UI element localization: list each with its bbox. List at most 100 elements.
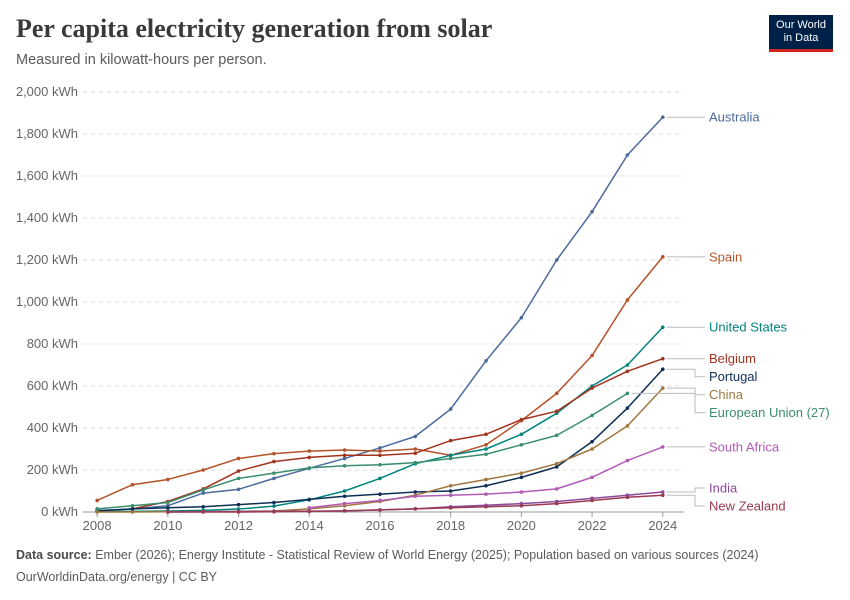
- data-point: [554, 391, 559, 396]
- data-point: [554, 465, 559, 469]
- data-point: [625, 369, 630, 374]
- data-point: [413, 507, 418, 511]
- data-point: [378, 446, 382, 450]
- data-point: [236, 502, 241, 507]
- y-tick-label: 1,800 kWh: [16, 126, 78, 141]
- url-license-link[interactable]: OurWorldinData.org/energy | CC BY: [16, 570, 218, 584]
- label-connector: [666, 494, 705, 507]
- series-label: China: [709, 387, 744, 402]
- data-point: [554, 501, 559, 506]
- data-point: [590, 475, 594, 480]
- data-point: [625, 495, 630, 500]
- series-label: Spain: [709, 249, 742, 264]
- data-point: [272, 471, 276, 475]
- data-point: [590, 386, 594, 390]
- data-point: [201, 510, 205, 514]
- data-point: [590, 209, 594, 214]
- data-point: [272, 509, 276, 514]
- series-label: Belgium: [709, 351, 756, 366]
- series-line: [97, 326, 664, 513]
- data-point: [95, 498, 99, 503]
- data-point: [484, 492, 488, 496]
- logo-line-2: in Data: [783, 32, 819, 44]
- data-point: [554, 487, 559, 491]
- data-point: [554, 409, 559, 414]
- chart-title: Per capita electricity generation from s…: [16, 14, 493, 43]
- data-source-note: Data source: Ember (2026); Energy Instit…: [16, 548, 759, 562]
- data-point: [307, 449, 312, 453]
- data-point: [660, 386, 665, 390]
- data-point: [307, 455, 312, 460]
- data-point: [519, 417, 524, 422]
- data-point: [413, 447, 418, 451]
- data-point: [342, 448, 347, 452]
- data-point: [236, 510, 241, 514]
- data-point: [236, 456, 241, 461]
- data-point: [413, 434, 418, 439]
- y-tick-label: 1,600 kWh: [16, 168, 78, 183]
- data-point: [130, 510, 135, 514]
- x-tick-label: 2016: [366, 518, 395, 533]
- series-line: [132, 357, 664, 510]
- x-tick-label: 2008: [83, 518, 112, 533]
- data-point: [413, 451, 418, 456]
- label-connector: [666, 387, 705, 396]
- data-point: [590, 447, 594, 451]
- series-line: [97, 368, 664, 512]
- x-tick-label: 2022: [578, 518, 607, 533]
- label-connector: [666, 487, 705, 493]
- series-label: South Africa: [709, 439, 780, 454]
- data-point: [484, 432, 488, 437]
- data-point: [307, 509, 312, 514]
- series-label: Australia: [709, 110, 760, 125]
- data-point: [130, 507, 135, 511]
- data-point: [554, 433, 559, 438]
- y-tick-label: 1,000 kWh: [16, 294, 78, 309]
- data-point: [660, 356, 665, 361]
- data-point: [378, 508, 382, 512]
- series-line: [97, 392, 628, 510]
- data-point: [166, 506, 170, 510]
- series-label: European Union (27): [709, 405, 830, 420]
- data-point: [519, 503, 524, 508]
- data-point: [307, 506, 312, 510]
- data-point: [307, 497, 312, 502]
- data-point: [484, 359, 488, 363]
- data-point: [236, 487, 241, 492]
- data-point: [625, 363, 630, 367]
- data-point: [272, 504, 276, 508]
- data-point: [342, 464, 347, 468]
- data-point: [660, 325, 665, 330]
- data-point: [519, 432, 524, 437]
- chart-subtitle: Measured in kilowatt-hours per person.: [16, 52, 267, 68]
- data-point: [625, 153, 630, 157]
- data-point: [519, 475, 524, 480]
- data-point: [519, 471, 524, 475]
- y-tick-label: 200 kWh: [27, 462, 78, 477]
- x-tick-label: 2024: [648, 518, 677, 533]
- data-point: [236, 476, 241, 481]
- data-point: [272, 459, 276, 464]
- x-tick-label: 2018: [436, 518, 465, 533]
- data-point: [448, 438, 453, 443]
- label-connector: [631, 392, 705, 414]
- data-point: [378, 449, 382, 453]
- data-point: [660, 493, 665, 498]
- data-point: [484, 443, 488, 447]
- x-tick-label: 2020: [507, 518, 536, 533]
- data-point: [625, 424, 630, 428]
- data-point: [484, 447, 488, 451]
- data-point: [272, 500, 276, 505]
- data-point: [342, 489, 347, 493]
- y-tick-label: 800 kWh: [27, 336, 78, 351]
- data-point: [660, 367, 665, 372]
- owid-logo[interactable]: Our World in Data: [769, 15, 833, 52]
- data-point: [519, 490, 524, 494]
- series-label: India: [709, 481, 738, 496]
- data-point: [413, 494, 418, 499]
- data-point: [378, 492, 382, 496]
- data-source-text: Ember (2026); Energy Institute - Statist…: [91, 548, 759, 562]
- data-point: [519, 443, 524, 447]
- data-point: [307, 466, 312, 470]
- y-tick-label: 0 kWh: [41, 504, 78, 519]
